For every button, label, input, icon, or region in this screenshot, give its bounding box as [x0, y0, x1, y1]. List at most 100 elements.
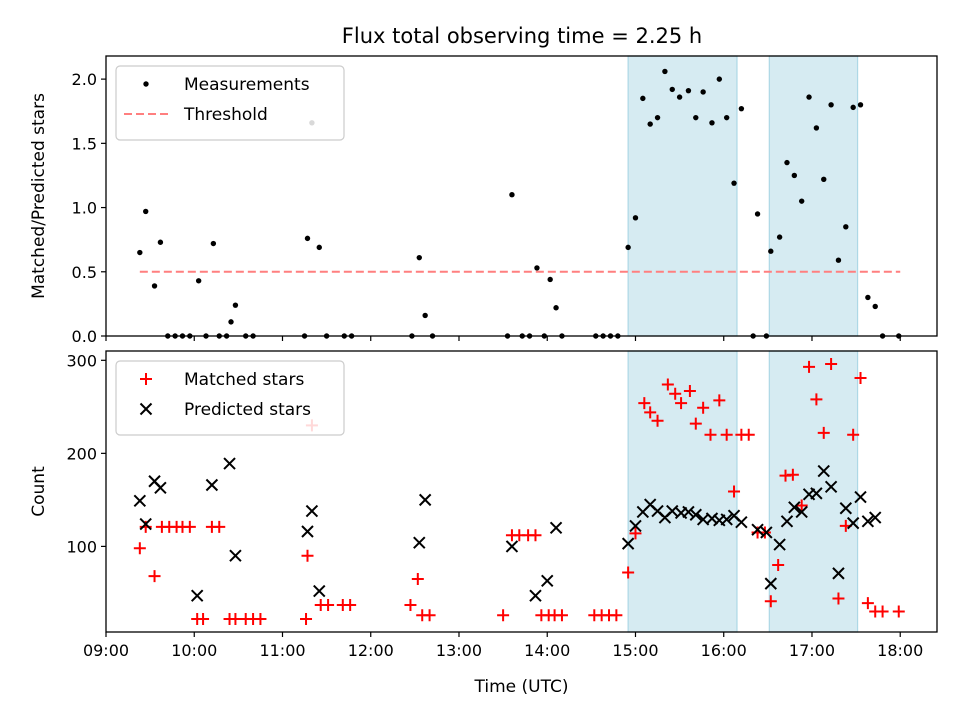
matched-stars-point: [683, 385, 696, 398]
matched-stars-point: [675, 397, 688, 410]
predicted-stars-point: [541, 574, 554, 588]
legend-marker-measurements: [143, 81, 149, 87]
matched-stars-point: [300, 612, 313, 625]
predicted-stars-point: [682, 505, 695, 519]
predicted-stars-point: [139, 517, 152, 531]
measurements-point: [195, 278, 202, 284]
predicted-stars-point: [205, 478, 219, 492]
y-axis-label: Matched/Predicted stars: [29, 93, 49, 299]
measurements-point: [738, 105, 745, 112]
measurements-point: [151, 283, 158, 289]
x-tick-label: 17:00: [789, 641, 835, 660]
matched-stars-point: [742, 428, 755, 441]
measurements-point: [654, 114, 661, 121]
predicted-stars-point: [549, 521, 563, 534]
matched-stars-point: [133, 542, 146, 555]
count-panel: 09:00 10:00 11:00 12:00 13:00 14:00 15:00 16:00…: [29, 350, 938, 697]
matched-stars-point: [148, 570, 161, 583]
predicted-stars-point: [817, 464, 830, 478]
y-tick-label: 0.5: [72, 263, 97, 282]
measurements-point: [768, 248, 774, 254]
measurements-point: [784, 159, 790, 166]
matched-stars-point: [423, 609, 436, 622]
matched-stars-point: [892, 605, 905, 618]
measurements-point: [776, 234, 783, 240]
predicted-stars-point: [832, 567, 845, 580]
measurements-point: [232, 302, 239, 308]
measurements-point: [850, 104, 856, 111]
legend-box: [115, 360, 345, 436]
matched-stars-point: [697, 401, 710, 414]
matched-stars-point: [629, 527, 642, 540]
measurements-point: [676, 94, 683, 100]
predicted-stars-point: [305, 504, 319, 518]
matched-stars-point: [832, 592, 845, 605]
matched-stars-point: [404, 599, 417, 612]
predicted-stars-point: [301, 525, 314, 538]
matched-stars-point: [411, 572, 424, 585]
predicted-stars-point: [621, 537, 635, 550]
matched-stars-point: [661, 378, 674, 391]
matched-stars-point: [638, 397, 651, 410]
legend-marker-predicted-stars: [139, 402, 153, 416]
x-tick-label: 16:00: [701, 641, 747, 660]
matched-stars-point: [322, 599, 335, 612]
x-tick-label: 10:00: [171, 641, 217, 660]
measurements-point: [723, 114, 730, 121]
predicted-stars-point: [529, 589, 542, 602]
figure-title: Flux total observing time = 2.25 h: [342, 24, 702, 48]
matched-stars-point: [817, 426, 830, 439]
legend: Measurements Threshold: [115, 65, 345, 141]
matched-stars-point: [622, 566, 635, 579]
predicted-stars-point: [133, 494, 147, 508]
measurements-point: [137, 249, 143, 256]
predicted-stars-point: [689, 508, 702, 521]
matched-stars-point: [876, 605, 889, 618]
measurements-point: [821, 176, 827, 183]
measurements-point: [843, 224, 849, 230]
x-tick-label: 11:00: [259, 641, 305, 660]
y-tick-label: 300: [66, 351, 97, 370]
matched-stars-point: [689, 417, 702, 430]
matched-stars-point: [728, 485, 741, 498]
matched-stars-point: [772, 559, 785, 572]
measurements-point: [716, 76, 723, 82]
measurements-point: [685, 87, 692, 94]
predicted-stars-point: [810, 487, 823, 500]
measurements-point: [553, 305, 559, 311]
measurements-point: [625, 244, 631, 251]
x-tick-label: 13:00: [436, 641, 482, 660]
x-axis-label: Time (UTC): [474, 677, 569, 697]
matched-stars-point: [810, 393, 823, 406]
measurements-point: [316, 244, 322, 251]
predicted-stars-point: [735, 515, 748, 529]
predicted-stars-point: [788, 501, 801, 514]
predicted-stars-point: [629, 519, 642, 533]
y-tick-label: 200: [66, 444, 97, 463]
matched-stars-point: [183, 520, 196, 533]
measurements-point: [872, 303, 878, 310]
measurements-point: [534, 265, 540, 271]
matched-stars-point: [651, 414, 664, 427]
ratio-panel: 0.0 0.5 1.0 1.5 2.0 Matched/Predicted stars Me…: [29, 55, 938, 346]
matched-stars-point: [229, 612, 242, 625]
legend-label-matched-stars: Matched stars: [184, 370, 304, 390]
predicted-stars-point: [846, 516, 860, 530]
x-tick-label: 09:00: [83, 641, 129, 660]
matched-stars-point: [254, 612, 267, 625]
matched-stars-point: [825, 358, 838, 371]
predicted-stars-point: [190, 589, 204, 602]
matched-stars-point: [529, 529, 542, 542]
predicted-stars-point: [780, 515, 794, 528]
matched-stars-point: [669, 387, 682, 400]
x-tick-label: 12:00: [348, 641, 394, 660]
predicted-stars-point: [773, 538, 786, 551]
predicted-stars-point: [764, 577, 778, 590]
plot-frame: [105, 350, 938, 633]
measurements-point: [798, 198, 805, 204]
matched-stars-point: [847, 428, 860, 441]
y-tick-label: 100: [66, 537, 97, 556]
highlight-interval-1: [768, 55, 859, 337]
measurements-point: [416, 254, 422, 261]
measurements-point: [835, 257, 842, 263]
